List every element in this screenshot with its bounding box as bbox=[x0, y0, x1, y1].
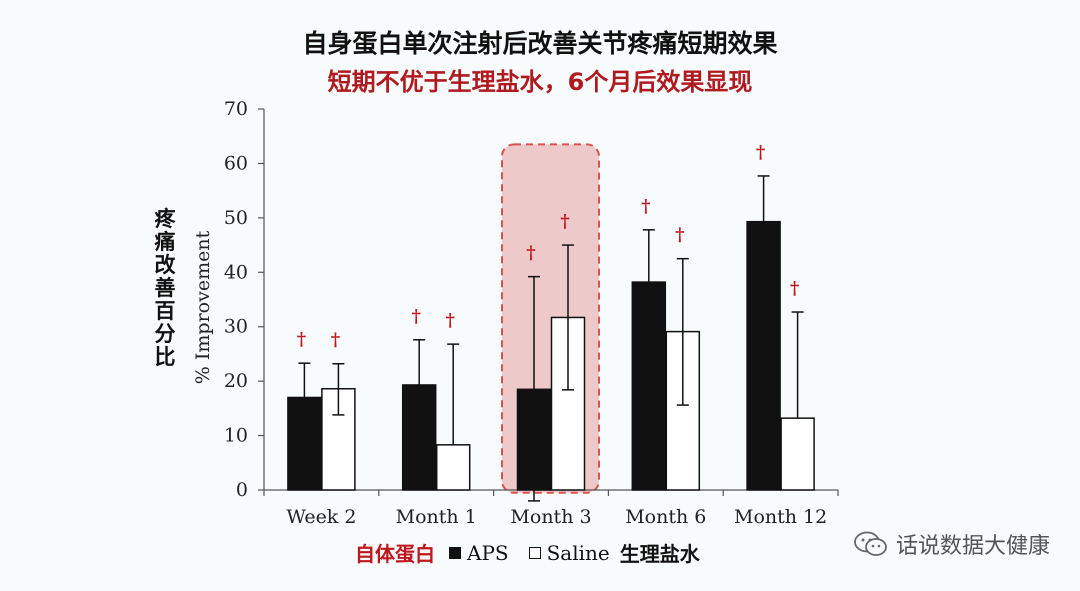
y-tick-label: 10 bbox=[224, 425, 248, 447]
y-axis-label: % Improvement bbox=[192, 230, 214, 384]
significance-dagger: † bbox=[641, 196, 650, 217]
legend-label-saline: Saline bbox=[546, 540, 610, 565]
y-tick-label: 50 bbox=[224, 207, 248, 229]
chart-subtitle: 短期不优于生理盐水，6个月后效果显现 bbox=[327, 68, 753, 96]
x-tick-label: Month 1 bbox=[396, 506, 477, 528]
significance-dagger: † bbox=[675, 225, 684, 246]
bar-saline-4 bbox=[780, 417, 815, 491]
y-tick-label: 70 bbox=[224, 98, 248, 120]
y-tick-label: 40 bbox=[224, 261, 248, 283]
chart-title: 自身蛋白单次注射后改善关节疼痛短期效果 bbox=[302, 29, 778, 58]
y-tick-label: 20 bbox=[224, 370, 248, 392]
legend-swatch-aps bbox=[449, 546, 461, 559]
legend: 自体蛋白 APS Saline 生理盐水 bbox=[355, 538, 700, 567]
bar-aps-1 bbox=[401, 384, 437, 491]
y-axis-label-cn: 疼痛改善百分比 bbox=[154, 207, 176, 369]
significance-dagger: † bbox=[526, 243, 535, 264]
legend-saline-cn: 生理盐水 bbox=[619, 542, 700, 566]
x-tick-label: Week 2 bbox=[286, 506, 356, 528]
watermark: 话说数据大健康 bbox=[854, 528, 1050, 560]
legend-label-aps: APS bbox=[467, 540, 509, 565]
bar-saline-1 bbox=[435, 444, 471, 491]
x-tick-label: Month 3 bbox=[510, 506, 591, 528]
significance-dagger: † bbox=[560, 211, 569, 232]
legend-aps-cn: 自体蛋白 bbox=[355, 542, 435, 566]
watermark-text: 话说数据大健康 bbox=[895, 534, 1050, 559]
significance-dagger: † bbox=[331, 330, 340, 351]
bar-aps-4 bbox=[746, 220, 781, 491]
y-tick-label: 0 bbox=[236, 479, 248, 501]
bar-aps-0 bbox=[287, 396, 322, 491]
significance-dagger: † bbox=[411, 306, 420, 327]
legend-swatch-saline bbox=[528, 546, 541, 559]
x-tick-label: Month 6 bbox=[625, 506, 706, 528]
y-tick-label: 60 bbox=[224, 152, 248, 174]
significance-dagger: † bbox=[790, 278, 799, 299]
y-tick-label: 30 bbox=[224, 316, 248, 338]
significance-dagger: † bbox=[297, 329, 306, 350]
wechat-icon bbox=[854, 531, 888, 557]
bar-saline-0 bbox=[321, 388, 356, 491]
x-tick-label: Month 12 bbox=[734, 506, 827, 528]
significance-dagger: † bbox=[756, 142, 765, 163]
bar-aps-3 bbox=[631, 281, 667, 491]
significance-dagger: † bbox=[445, 310, 454, 331]
